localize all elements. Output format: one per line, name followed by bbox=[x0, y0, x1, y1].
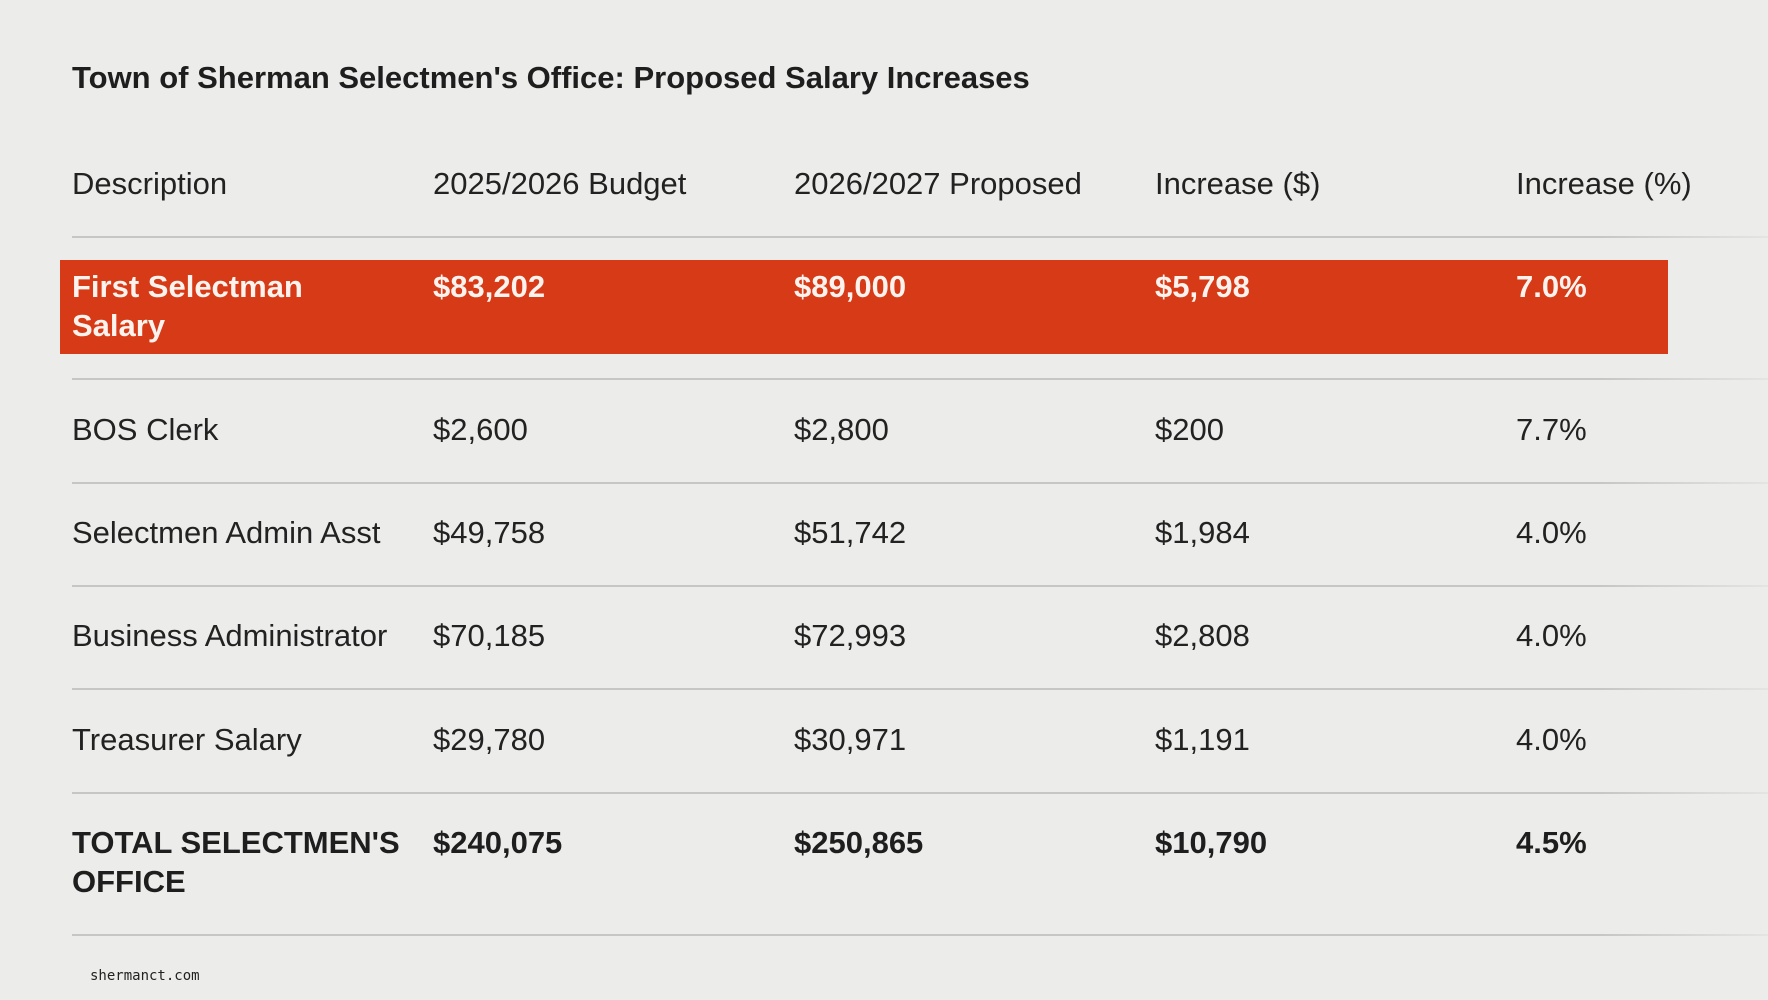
cell-proposed: $72,993 bbox=[794, 618, 907, 653]
header-description: Description bbox=[72, 166, 228, 201]
header-proposed: 2026/2027 Proposed bbox=[794, 166, 1082, 201]
cell-description: Selectmen Admin Asst bbox=[72, 515, 381, 550]
divider bbox=[72, 792, 1768, 794]
cell-description: First Selectman Salary bbox=[72, 269, 303, 343]
cell-percent: 7.0% bbox=[1516, 269, 1587, 304]
cell-budget: $2,600 bbox=[433, 412, 528, 447]
divider bbox=[72, 688, 1768, 690]
divider bbox=[72, 236, 1768, 238]
cell-proposed: $250,865 bbox=[794, 825, 924, 860]
cell-proposed: $30,971 bbox=[794, 722, 907, 757]
page-title: Town of Sherman Selectmen's Office: Prop… bbox=[72, 60, 1030, 95]
divider bbox=[72, 934, 1768, 936]
cell-percent: 4.5% bbox=[1516, 825, 1587, 860]
cell-increase: $1,984 bbox=[1155, 515, 1250, 550]
cell-budget: $29,780 bbox=[433, 722, 546, 757]
divider bbox=[72, 482, 1768, 484]
cell-description: TOTAL SELECTMEN'S OFFICE bbox=[72, 825, 400, 899]
cell-proposed: $2,800 bbox=[794, 412, 889, 447]
cell-description: Treasurer Salary bbox=[72, 722, 302, 757]
cell-proposed: $51,742 bbox=[794, 515, 907, 550]
cell-percent: 4.0% bbox=[1516, 618, 1587, 653]
cell-increase: $200 bbox=[1155, 412, 1224, 447]
cell-increase: $1,191 bbox=[1155, 722, 1250, 757]
cell-description: Business Administrator bbox=[72, 618, 388, 653]
cell-increase: $5,798 bbox=[1155, 269, 1250, 304]
divider bbox=[72, 585, 1768, 587]
cell-budget: $49,758 bbox=[433, 515, 546, 550]
highlight-band bbox=[60, 260, 1668, 354]
header-budget: 2025/2026 Budget bbox=[433, 166, 687, 201]
cell-percent: 4.0% bbox=[1516, 722, 1587, 757]
cell-budget: $70,185 bbox=[433, 618, 546, 653]
cell-increase: $2,808 bbox=[1155, 618, 1250, 653]
cell-increase: $10,790 bbox=[1155, 825, 1268, 860]
cell-proposed: $89,000 bbox=[794, 269, 907, 304]
cell-budget: $240,075 bbox=[433, 825, 563, 860]
divider bbox=[72, 378, 1768, 380]
cell-budget: $83,202 bbox=[433, 269, 546, 304]
footer-source: shermanct.com bbox=[90, 968, 200, 984]
cell-percent: 4.0% bbox=[1516, 515, 1587, 550]
header-increase-percent: Increase (%) bbox=[1516, 166, 1692, 201]
cell-description: BOS Clerk bbox=[72, 412, 219, 447]
header-increase-dollars: Increase ($) bbox=[1155, 166, 1321, 201]
cell-percent: 7.7% bbox=[1516, 412, 1587, 447]
